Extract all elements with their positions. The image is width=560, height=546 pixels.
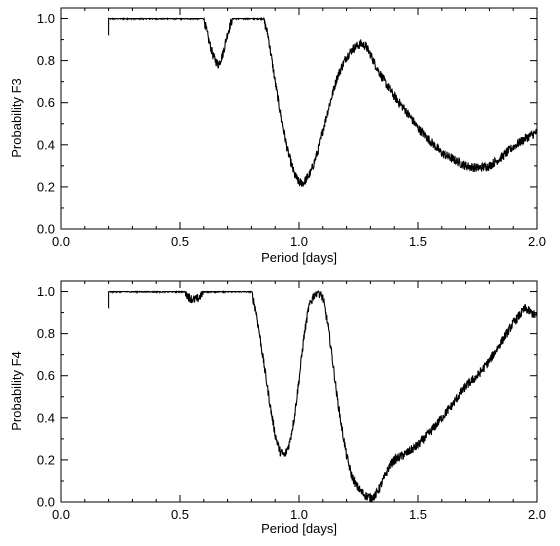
plot-frame-f3 <box>60 7 538 230</box>
x-ticks-f4: 0.0 0.5 1.0 1.5 2.0 <box>52 281 546 522</box>
y-tick-label: 1.0 <box>37 284 55 299</box>
y-tick-label: 0.4 <box>37 137 55 152</box>
x-tick-label: 2.0 <box>528 234 546 249</box>
x-ticks-f3: 0.0 0.5 1.0 1.5 2.0 <box>52 8 546 249</box>
x-axis-label-f4: Period [days] <box>261 521 337 536</box>
series-line-f3 <box>108 16 538 187</box>
x-tick-label: 0.0 <box>52 234 70 249</box>
series-line-f4 <box>108 289 538 504</box>
y-axis-label-f3: Probability F3 <box>9 78 24 157</box>
y-tick-label: 0.4 <box>37 410 55 425</box>
x-tick-label: 1.5 <box>409 507 427 522</box>
y-tick-label: 0.6 <box>37 368 55 383</box>
y-tick-label: 0.2 <box>37 452 55 467</box>
x-tick-label: 1.0 <box>290 234 308 249</box>
y-tick-label: 0.8 <box>37 53 55 68</box>
chart-panel-f4: 0.0 0.5 1.0 1.5 2.0 0.0 0.2 0.4 0.6 0.8 1.0 Perio… <box>9 280 546 536</box>
y-tick-label: 1.0 <box>37 11 55 26</box>
x-tick-label: 1.5 <box>409 234 427 249</box>
y-tick-label: 0.0 <box>37 495 55 510</box>
x-tick-label: 0.5 <box>171 507 189 522</box>
y-tick-label: 0.0 <box>37 222 55 237</box>
plot-frame-f4 <box>60 280 538 503</box>
x-axis-label-f3: Period [days] <box>261 250 337 265</box>
y-ticks-f4: 0.0 0.2 0.4 0.6 0.8 1.0 <box>37 284 537 510</box>
y-tick-label: 0.6 <box>37 95 55 110</box>
y-axis-label-f4: Probability F4 <box>9 351 24 430</box>
x-tick-label: 0.0 <box>52 507 70 522</box>
y-tick-label: 0.2 <box>37 179 55 194</box>
x-tick-label: 0.5 <box>171 234 189 249</box>
y-ticks-f3: 0.0 0.2 0.4 0.6 0.8 1.0 <box>37 11 537 237</box>
x-tick-label: 1.0 <box>290 507 308 522</box>
y-tick-label: 0.8 <box>37 326 55 341</box>
x-tick-label: 2.0 <box>528 507 546 522</box>
chart-panel-f3: 0.0 0.5 1.0 1.5 2.0 0.0 0.2 0.4 0.6 0.8 1.0 Perio… <box>9 7 546 265</box>
